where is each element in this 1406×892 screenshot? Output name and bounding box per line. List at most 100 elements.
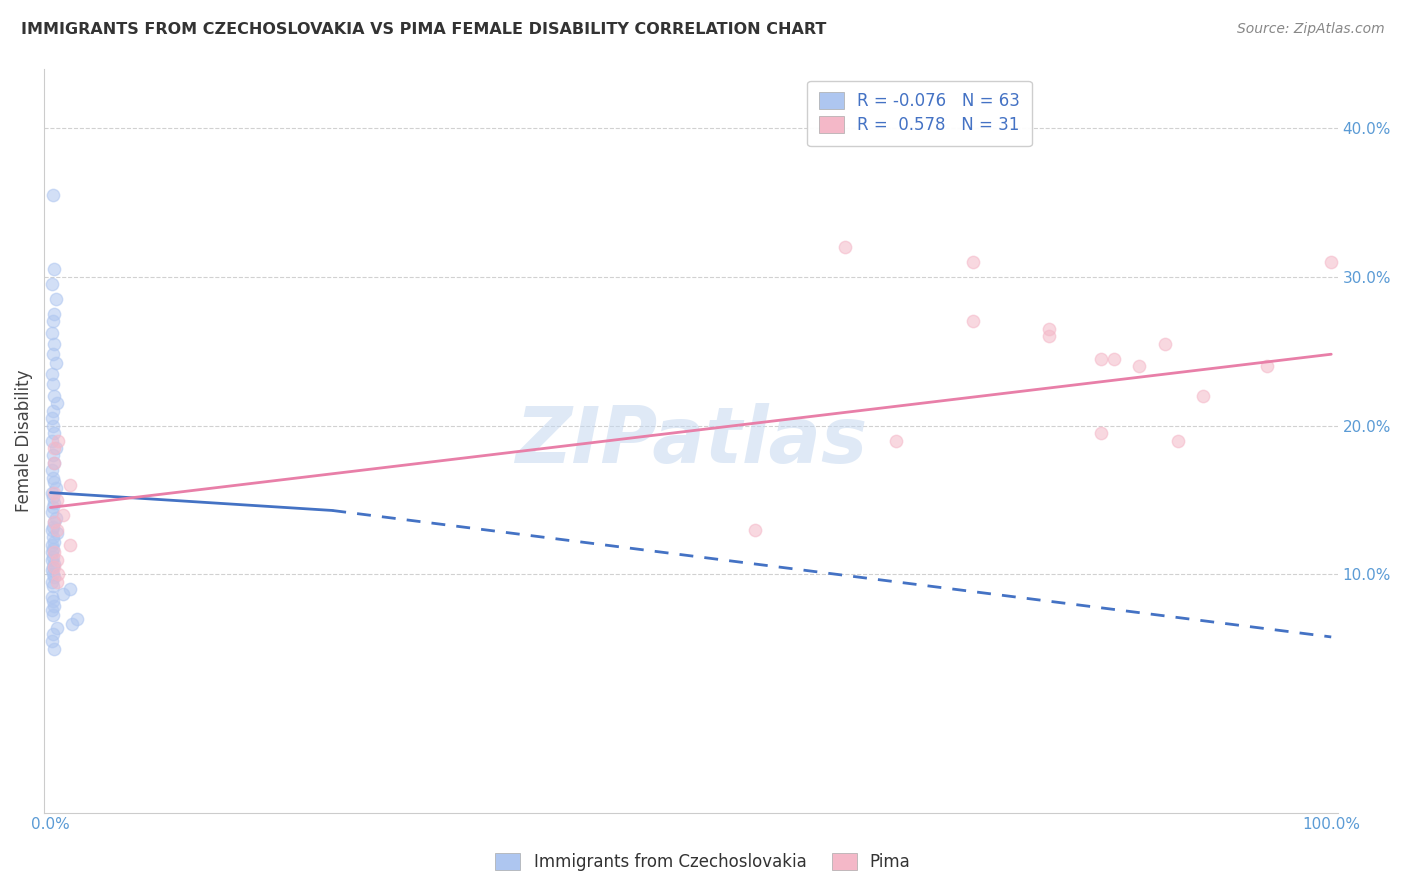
Point <box>44 516 66 530</box>
Point <box>1128 359 1150 373</box>
Point <box>42 471 65 485</box>
Point <box>1102 351 1125 366</box>
Point <box>42 500 65 515</box>
Point <box>834 240 856 254</box>
Point <box>45 396 67 410</box>
Text: Source: ZipAtlas.com: Source: ZipAtlas.com <box>1237 22 1385 37</box>
Point <box>52 587 75 601</box>
Point <box>41 563 63 577</box>
Y-axis label: Female Disability: Female Disability <box>15 369 32 512</box>
Point <box>1090 351 1112 366</box>
Point <box>1038 329 1060 343</box>
Point <box>45 481 67 495</box>
Point <box>42 314 65 328</box>
Point <box>44 389 66 403</box>
Point <box>41 590 63 604</box>
Point <box>42 567 65 582</box>
Point <box>44 496 66 510</box>
Point <box>44 557 66 571</box>
Point <box>44 485 66 500</box>
Point <box>42 594 65 608</box>
Legend: R = -0.076   N = 63, R =  0.578   N = 31: R = -0.076 N = 63, R = 0.578 N = 31 <box>807 80 1032 146</box>
Point <box>42 490 65 504</box>
Point <box>962 314 984 328</box>
Point <box>41 538 63 552</box>
Point <box>42 579 65 593</box>
Legend: Immigrants from Czechoslovakia, Pima: Immigrants from Czechoslovakia, Pima <box>486 845 920 880</box>
Point <box>60 616 83 631</box>
Point <box>44 570 66 584</box>
Point <box>45 525 67 540</box>
Point <box>46 567 69 582</box>
Point <box>41 505 63 519</box>
Point <box>45 621 67 635</box>
Point <box>41 434 63 448</box>
Point <box>1320 255 1343 269</box>
Point <box>41 326 63 341</box>
Point <box>66 612 89 626</box>
Point <box>41 545 63 559</box>
Point <box>41 277 63 292</box>
Point <box>52 508 75 522</box>
Point <box>46 434 69 448</box>
Point <box>1167 434 1189 448</box>
Point <box>44 475 66 490</box>
Point <box>44 456 66 470</box>
Point <box>1256 359 1278 373</box>
Point <box>41 603 63 617</box>
Point <box>42 520 65 534</box>
Point <box>42 542 65 557</box>
Point <box>42 449 65 463</box>
Point <box>42 560 65 574</box>
Point <box>1153 336 1175 351</box>
Point <box>45 441 67 455</box>
Point <box>45 292 67 306</box>
Point <box>45 356 67 370</box>
Point <box>42 549 65 564</box>
Point <box>1090 426 1112 441</box>
Point <box>42 376 65 391</box>
Point <box>44 599 66 613</box>
Point <box>44 516 66 530</box>
Point <box>42 418 65 433</box>
Point <box>42 530 65 544</box>
Point <box>44 441 66 455</box>
Point <box>41 485 63 500</box>
Point <box>41 634 63 648</box>
Point <box>1192 389 1215 403</box>
Point <box>884 434 907 448</box>
Text: ZIPatlas: ZIPatlas <box>515 402 868 478</box>
Point <box>45 493 67 508</box>
Point <box>41 463 63 477</box>
Point <box>41 411 63 425</box>
Point <box>42 347 65 361</box>
Text: IMMIGRANTS FROM CZECHOSLOVAKIA VS PIMA FEMALE DISABILITY CORRELATION CHART: IMMIGRANTS FROM CZECHOSLOVAKIA VS PIMA F… <box>21 22 827 37</box>
Point <box>1038 322 1060 336</box>
Point <box>41 552 63 566</box>
Point <box>744 523 766 537</box>
Point <box>44 426 66 441</box>
Point <box>42 404 65 418</box>
Point <box>44 641 66 656</box>
Point <box>41 523 63 537</box>
Point <box>59 478 82 492</box>
Point <box>41 574 63 589</box>
Point <box>59 538 82 552</box>
Point <box>962 255 984 269</box>
Point <box>44 560 66 574</box>
Point <box>42 188 65 202</box>
Point <box>45 552 67 566</box>
Point <box>44 307 66 321</box>
Point <box>42 627 65 641</box>
Point <box>45 574 67 589</box>
Point <box>41 367 63 381</box>
Point <box>45 523 67 537</box>
Point <box>44 545 66 559</box>
Point <box>59 582 82 597</box>
Point <box>44 534 66 549</box>
Point <box>44 262 66 277</box>
Point <box>44 456 66 470</box>
Point <box>44 336 66 351</box>
Point <box>45 511 67 525</box>
Point <box>42 607 65 622</box>
